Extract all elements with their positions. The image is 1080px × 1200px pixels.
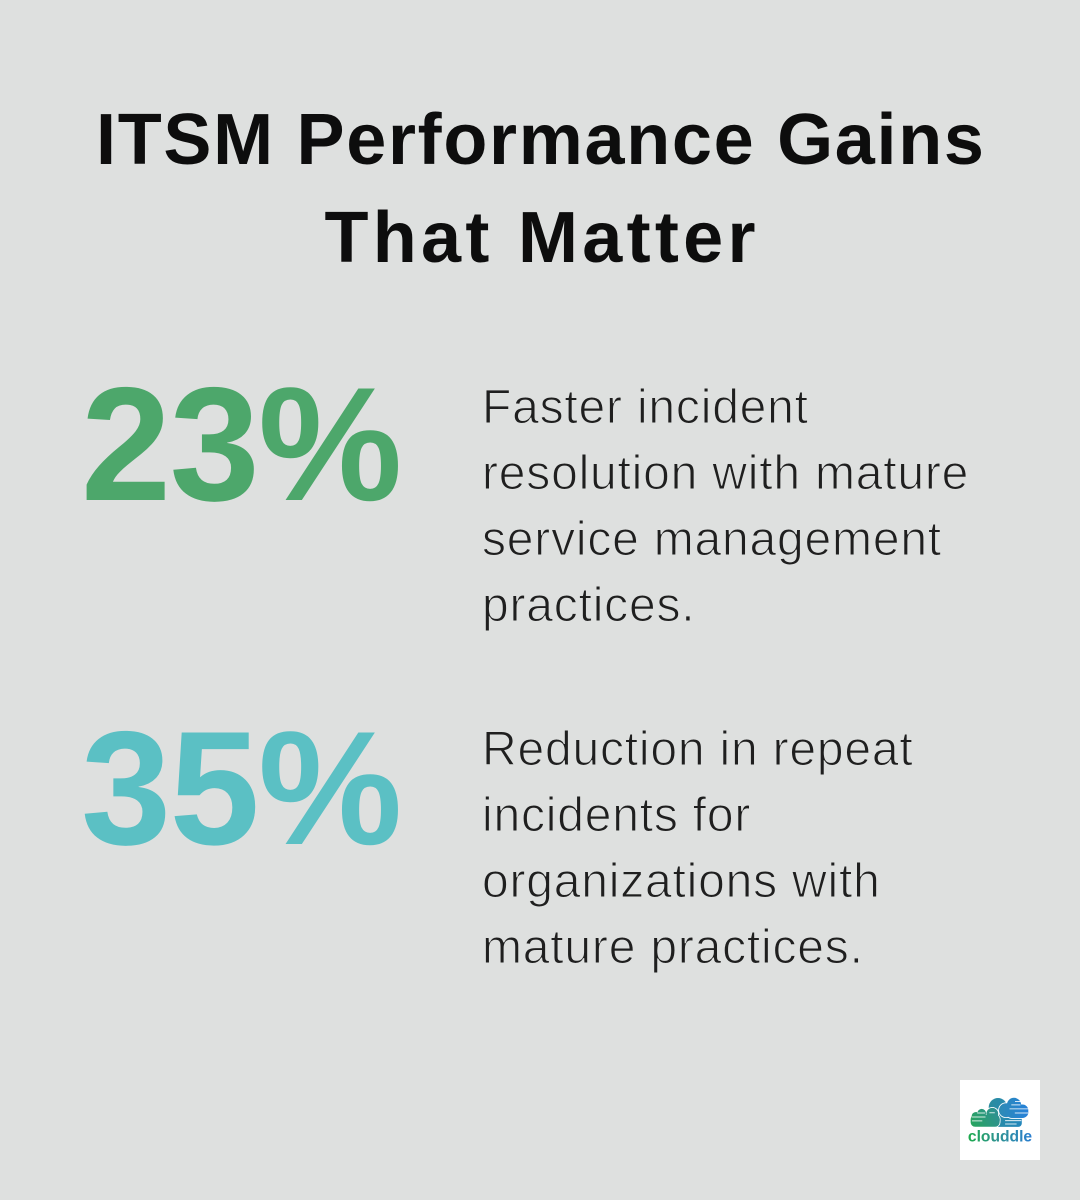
svg-text:clouddle: clouddle [968,1129,1032,1146]
